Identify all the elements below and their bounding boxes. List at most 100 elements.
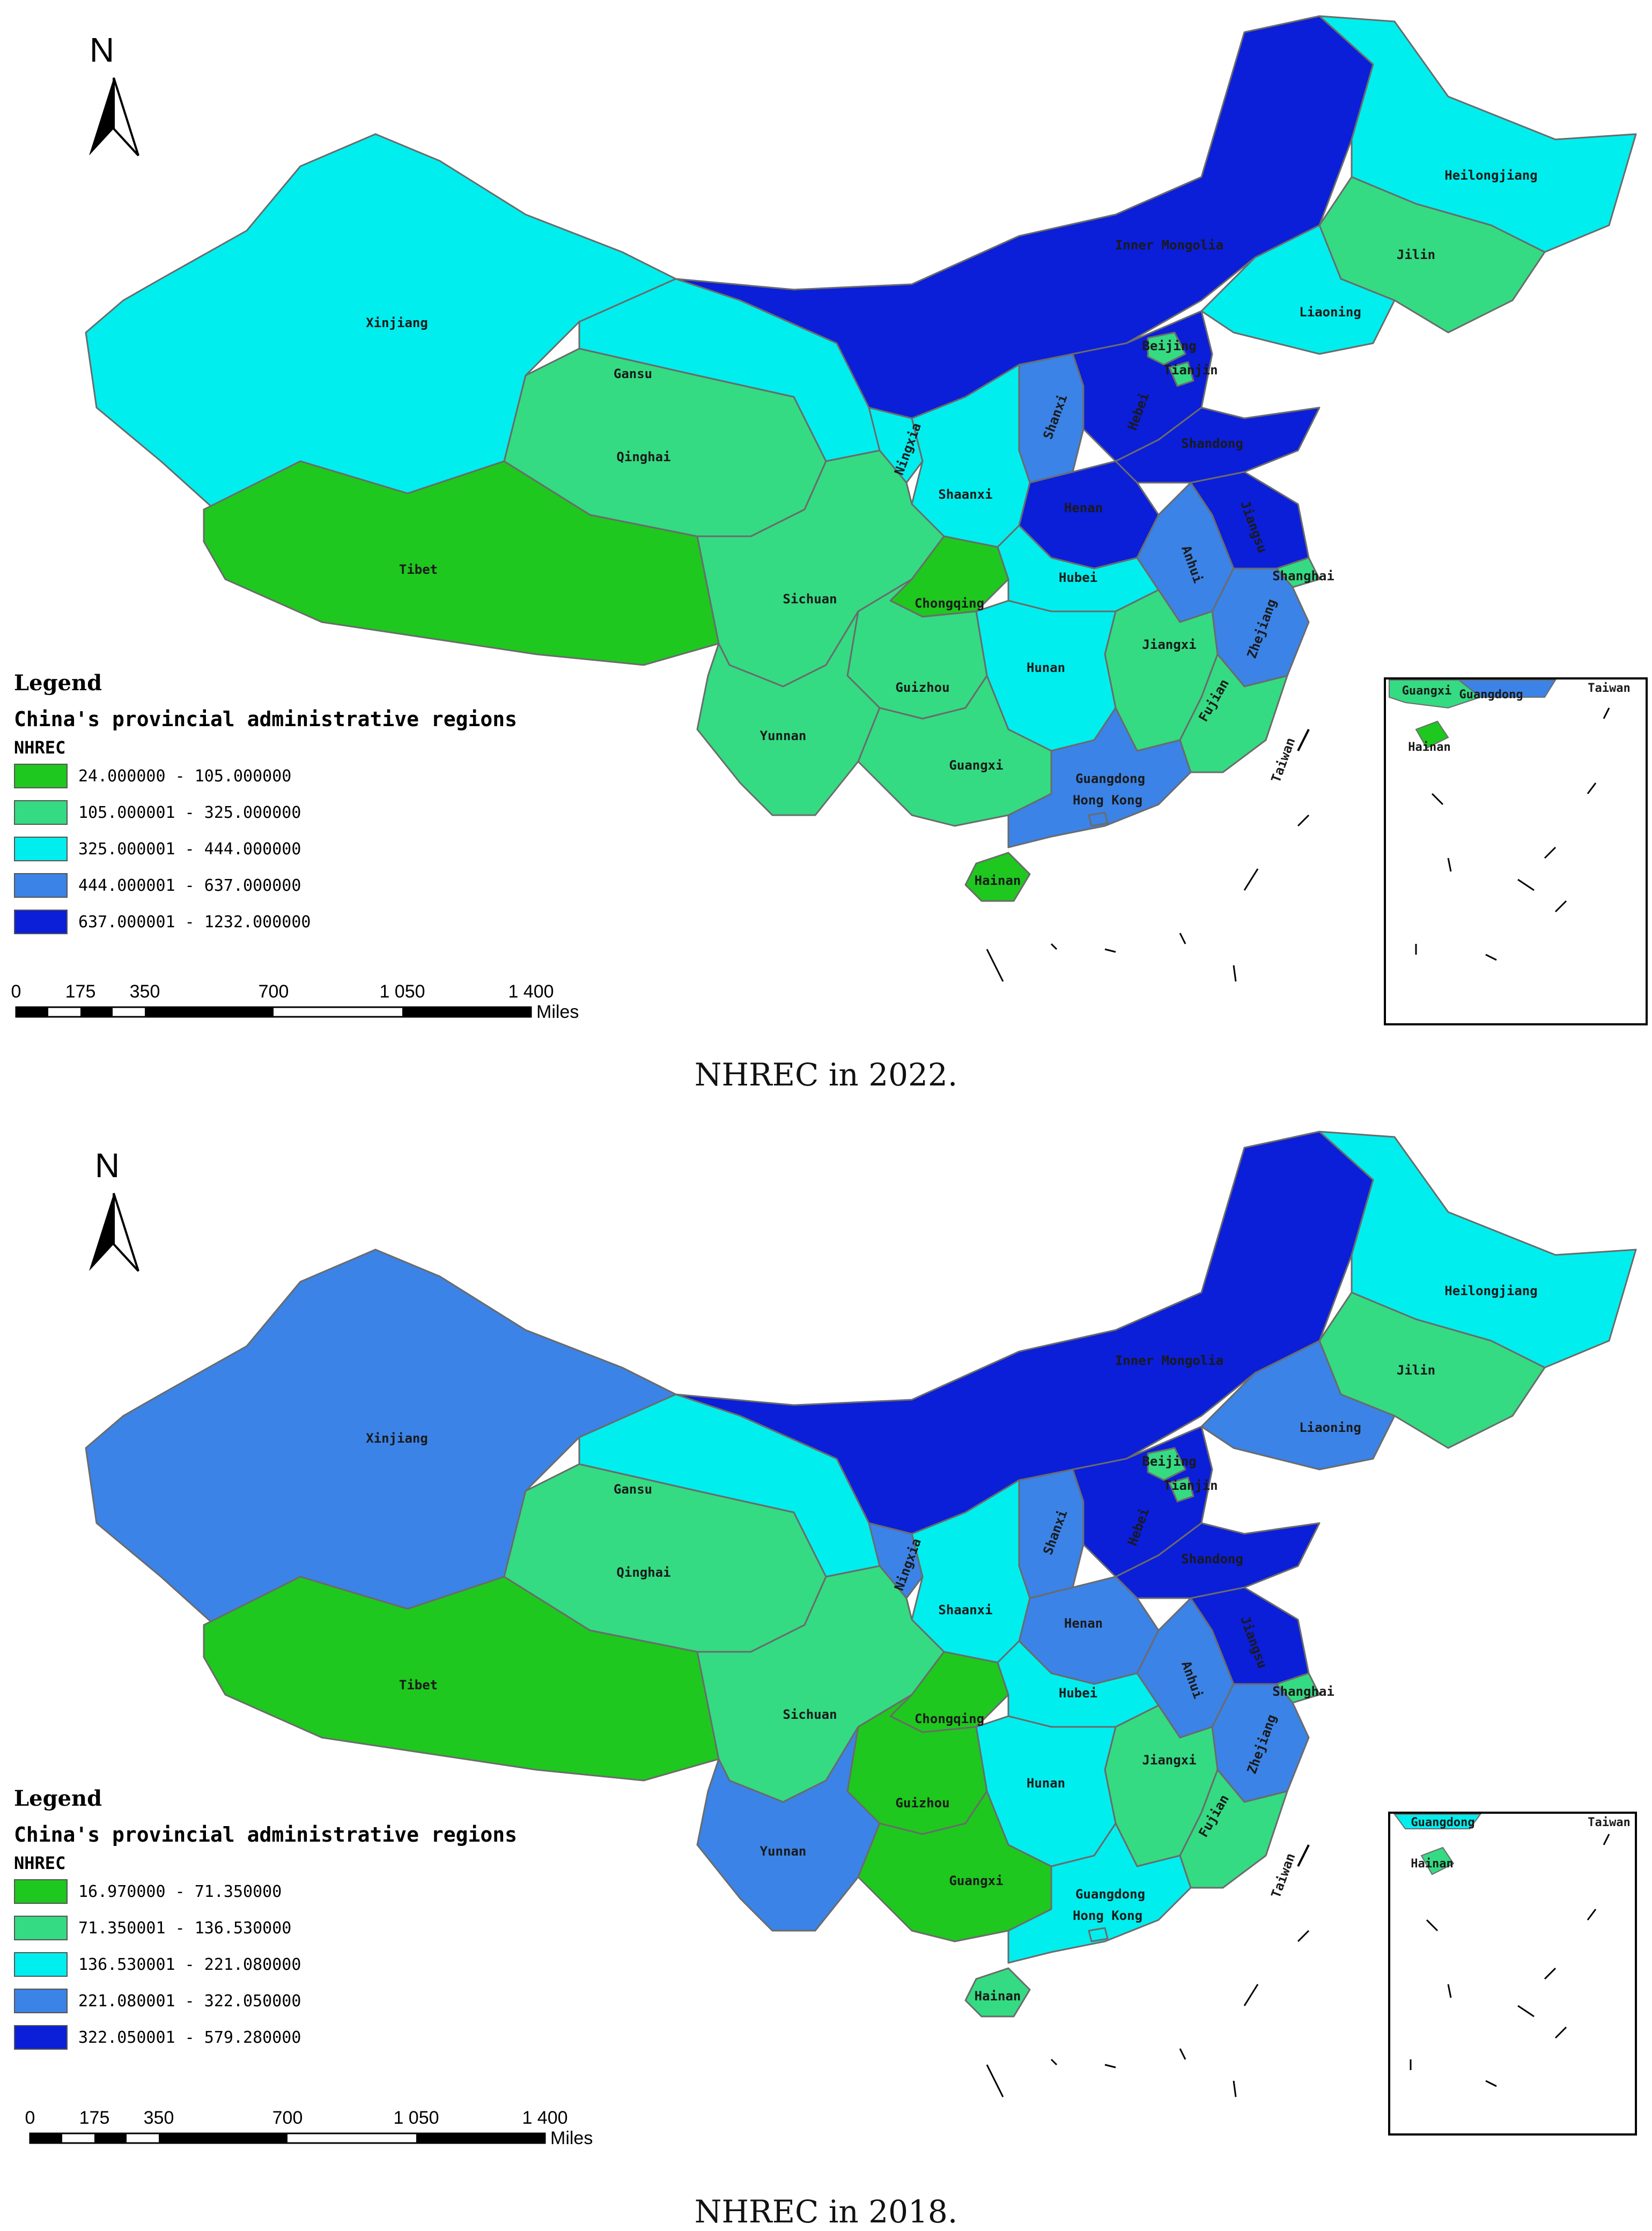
- label-guangdong: Guangdong: [1075, 1887, 1145, 1902]
- region-hong-kong[interactable]: [1088, 1927, 1109, 1942]
- label-taiwan: Taiwan: [1268, 1851, 1298, 1900]
- label-hainan: Hainan: [975, 873, 1021, 888]
- legend-label: 444.000001 - 637.000000: [78, 876, 301, 895]
- region-hong-kong[interactable]: [1088, 811, 1109, 827]
- legend-items: 16.970000 - 71.350000 71.350001 - 136.53…: [14, 1873, 517, 2056]
- legend-layer-name: China's provincial administrative region…: [14, 1823, 517, 1846]
- region-beijing[interactable]: [1147, 331, 1186, 366]
- label-guangdong: Guangdong: [1075, 771, 1145, 786]
- label-shanghai: Shanghai: [1272, 1684, 1334, 1699]
- map-canvas: Xinjiang Tibet Qinghai Gansu Inner Mongo…: [25, 1131, 1637, 2148]
- north-label: N: [90, 31, 114, 69]
- label-xinjiang: Xinjiang: [366, 1431, 428, 1446]
- region-guangdong[interactable]: [1007, 1822, 1192, 1964]
- label-sichuan: Sichuan: [783, 1707, 837, 1722]
- scale-tick-4: 1 050: [379, 981, 425, 1002]
- label-guangxi: Guangxi: [949, 1873, 1003, 1888]
- scale-bar: 0 175 350 700 1 050 1 400 Miles: [25, 2108, 593, 2148]
- legend-swatch: [14, 910, 68, 934]
- legend-item: 136.530001 - 221.080000: [14, 1946, 517, 1983]
- label-liaoning: Liaoning: [1299, 305, 1361, 320]
- region-hainan[interactable]: [964, 852, 1031, 902]
- scale-tick-0: 0: [25, 2108, 35, 2128]
- region-tianjin[interactable]: [1168, 361, 1194, 387]
- legend-item: 71.350001 - 136.530000: [14, 1910, 517, 1946]
- inset-label-1: Taiwan: [1588, 1816, 1630, 1829]
- region-guangdong[interactable]: [1007, 707, 1192, 848]
- scale-tick-5: 1 400: [522, 2108, 567, 2128]
- label-henan: Henan: [1064, 500, 1103, 515]
- map-canvas: Xinjiang Tibet Qinghai Gansu Inner Mongo…: [11, 15, 1648, 1025]
- region-liaoning[interactable]: [1200, 224, 1396, 355]
- inset-label-1: Guangdong: [1459, 688, 1523, 701]
- taiwan-outline: [1297, 1844, 1310, 1867]
- label-taiwan: Taiwan: [1268, 736, 1298, 785]
- north-arrow-icon: N: [89, 1146, 139, 1272]
- region-liaoning[interactable]: [1200, 1340, 1396, 1471]
- scale-tick-2: 350: [130, 981, 160, 1002]
- legend-label: 71.350001 - 136.530000: [78, 1918, 292, 1938]
- region-shandong[interactable]: [1115, 1522, 1321, 1599]
- inset-label-2: Taiwan: [1588, 682, 1630, 695]
- label-hainan: Hainan: [975, 1989, 1021, 2004]
- south-china-sea-inset: Guangdong Taiwan Hainan: [1388, 1812, 1637, 2136]
- scale-tick-3: 700: [259, 981, 289, 1002]
- region-ningxia[interactable]: [868, 1522, 924, 1599]
- map-panel-2018: Xinjiang Tibet Qinghai Gansu Inner Mongo…: [0, 1116, 1652, 2230]
- scale-tick-3: 700: [272, 2108, 303, 2128]
- legend-swatch: [14, 1879, 68, 1904]
- south-china-sea-inset: Guangxi Guangdong Taiwan Hainan: [1384, 677, 1648, 1025]
- label-yunnan: Yunnan: [760, 1844, 807, 1859]
- legend-swatch: [14, 1952, 68, 1977]
- region-hainan[interactable]: [964, 1967, 1031, 2018]
- inset-label-2: Hainan: [1411, 1857, 1453, 1871]
- legend-swatch: [14, 2025, 68, 2050]
- map-panel-2022: Xinjiang Tibet Qinghai Gansu Inner Mongo…: [0, 0, 1652, 1093]
- region-beijing[interactable]: [1147, 1447, 1186, 1481]
- label-hunan: Hunan: [1027, 1776, 1065, 1791]
- label-henan: Henan: [1064, 1616, 1103, 1631]
- scale-bar: 0 175 350 700 1 050 1 400 Miles: [11, 981, 579, 1022]
- region-tibet[interactable]: [203, 1576, 720, 1782]
- region-tibet[interactable]: [203, 460, 720, 666]
- province-layer: [85, 15, 1637, 902]
- region-shaanxi[interactable]: [911, 364, 1031, 548]
- label-shandong: Shandong: [1181, 1552, 1243, 1567]
- legend-item: 322.050001 - 579.280000: [14, 2019, 517, 2056]
- scale-tick-2: 350: [144, 2108, 174, 2128]
- legend-layer-name: China's provincial administrative region…: [14, 707, 517, 731]
- label-inner-mongolia: Inner Mongolia: [1115, 1353, 1223, 1368]
- inset-label-0: Guangdong: [1411, 1816, 1474, 1829]
- region-fujian[interactable]: [1179, 653, 1288, 773]
- scale-tick-4: 1 050: [393, 2108, 439, 2128]
- legend-title: Legend: [14, 670, 102, 696]
- taiwan-outline: [1297, 729, 1310, 751]
- figure-caption: NHREC in 2018.: [694, 2193, 958, 2230]
- legend-field-name: NHREC: [14, 737, 66, 758]
- south-sea-islands: [986, 1930, 1310, 2097]
- scale-tick-0: 0: [11, 981, 21, 1002]
- region-ningxia[interactable]: [868, 407, 924, 484]
- legend-label: 325.000001 - 444.000000: [78, 839, 301, 859]
- label-hunan: Hunan: [1027, 660, 1065, 675]
- region-shaanxi[interactable]: [911, 1479, 1031, 1664]
- label-jiangxi: Jiangxi: [1142, 637, 1196, 652]
- label-hubei: Hubei: [1059, 1686, 1097, 1701]
- legend-item: 221.080001 - 322.050000: [14, 1983, 517, 2019]
- scale-unit: Miles: [550, 2128, 593, 2148]
- legend-label: 221.080001 - 322.050000: [78, 1991, 301, 2011]
- label-shaanxi: Shaanxi: [938, 487, 992, 502]
- legend-label: 136.530001 - 221.080000: [78, 1955, 301, 1974]
- south-sea-islands: [986, 814, 1310, 982]
- label-chongqing: Chongqing: [914, 1711, 984, 1726]
- label-tibet: Tibet: [399, 1678, 438, 1693]
- label-heilongjiang: Heilongjiang: [1444, 168, 1537, 183]
- region-tianjin[interactable]: [1168, 1476, 1194, 1503]
- region-shandong[interactable]: [1115, 407, 1321, 484]
- label-hubei: Hubei: [1059, 570, 1097, 585]
- region-fujian[interactable]: [1179, 1769, 1288, 1889]
- legend-label: 24.000000 - 105.000000: [78, 766, 292, 786]
- label-shanghai: Shanghai: [1272, 568, 1334, 583]
- label-guizhou: Guizhou: [895, 1796, 949, 1811]
- legend: Legend China's provincial administrative…: [14, 670, 517, 940]
